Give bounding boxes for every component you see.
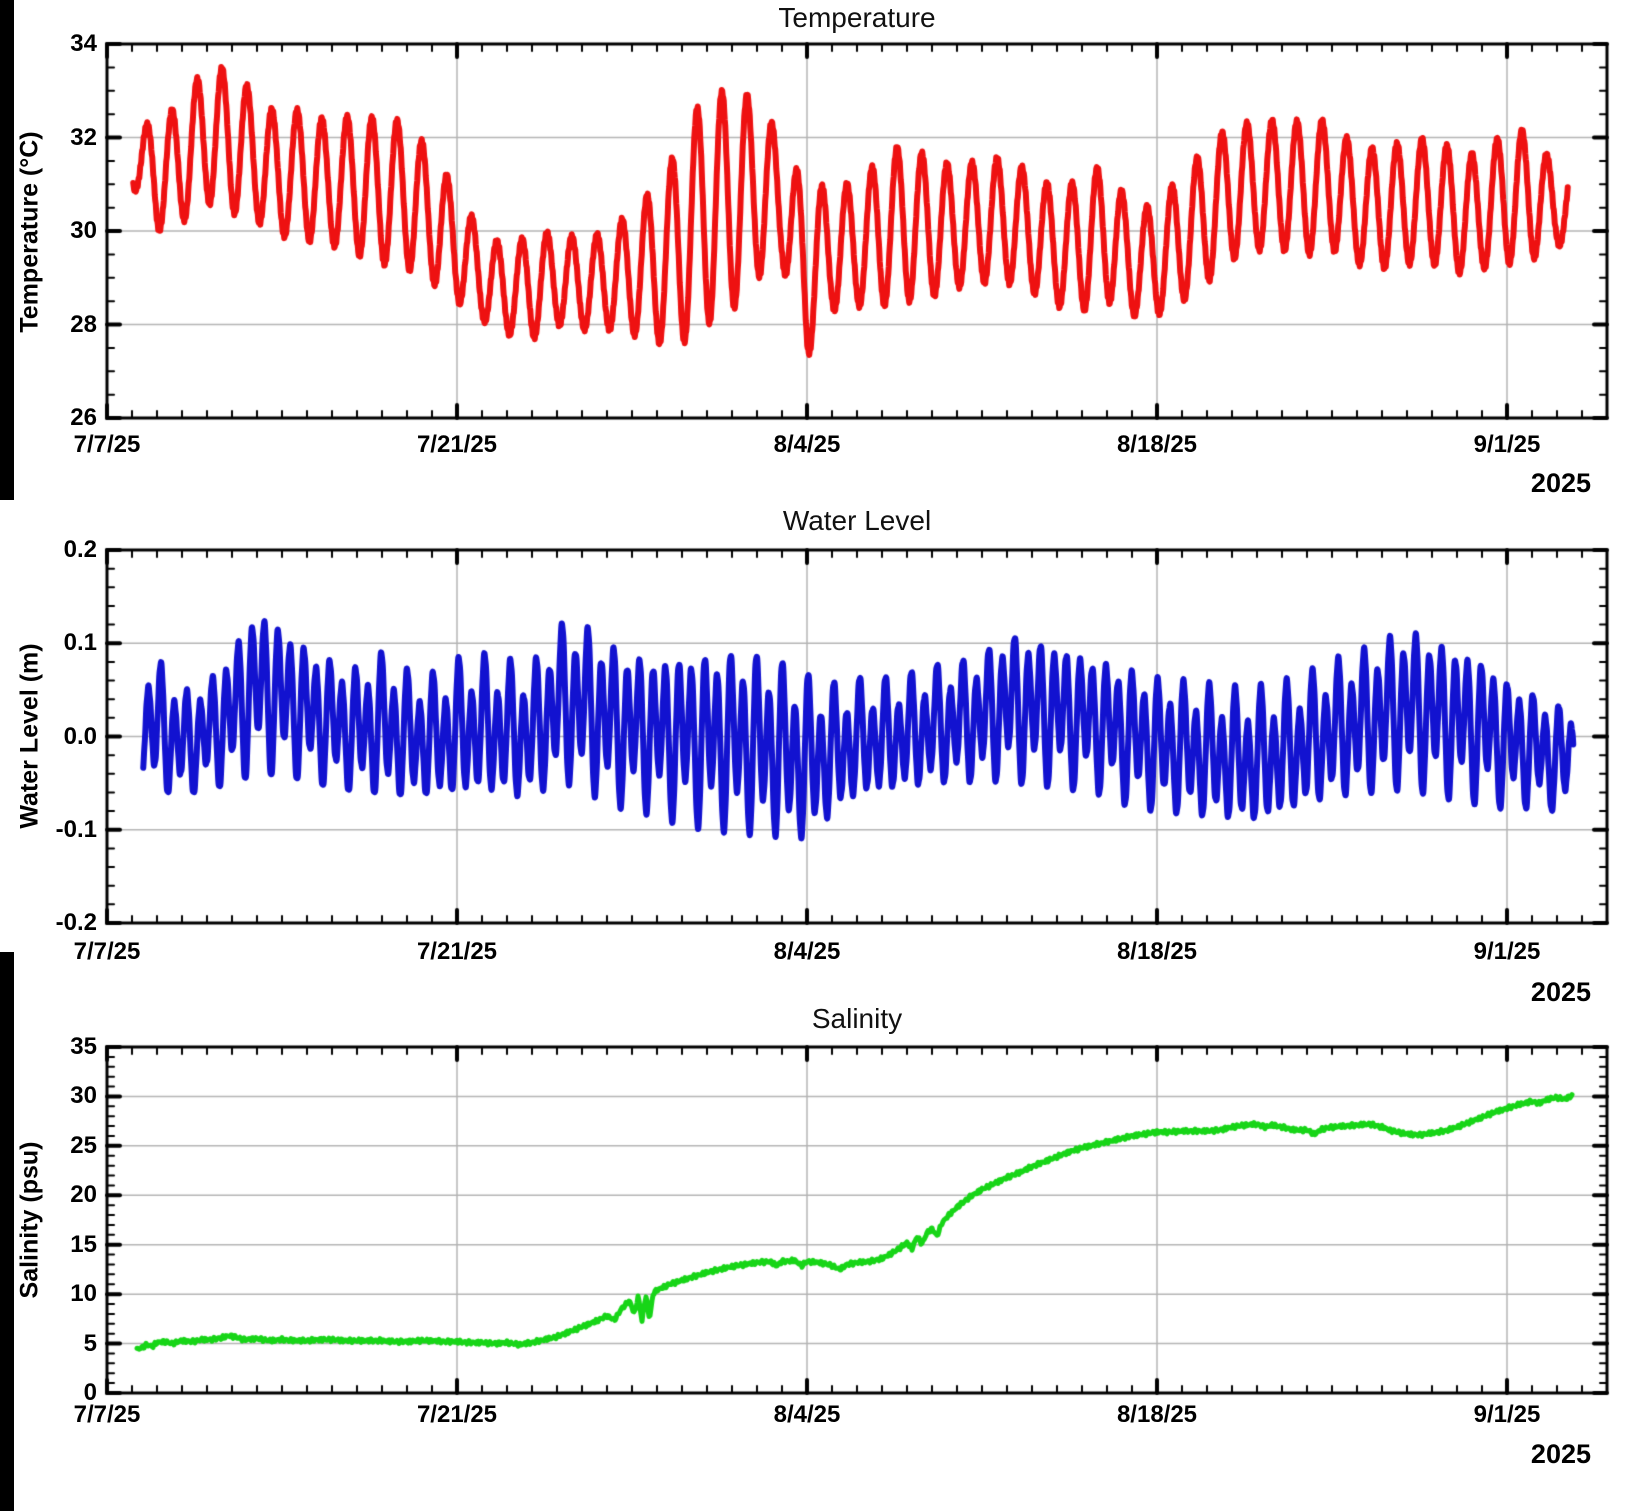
salinity-y-tick-label: 35 <box>70 1033 97 1060</box>
salinity-y-tick-label: 30 <box>70 1082 97 1110</box>
salinity-chart-title: Salinity <box>811 1003 903 1034</box>
water-level-x-tick-label: 8/4/25 <box>773 938 841 965</box>
water-level-y-tick-label: -0.1 <box>55 815 97 843</box>
salinity-x-tick-label: 8/4/25 <box>773 1401 841 1428</box>
screen-edge-artifact-top <box>0 0 14 500</box>
water-level-year-label: 2025 <box>1530 977 1591 1007</box>
temperature-y-tick-label: 34 <box>70 30 97 57</box>
screen-edge-artifact-bottom <box>0 952 14 1511</box>
temperature-y-tick-label: 32 <box>70 123 97 151</box>
water-level-x-tick-label: 9/1/25 <box>1473 938 1541 965</box>
water-level-x-tick-label: 7/7/25 <box>73 938 141 965</box>
temperature-x-tick-label: 9/1/25 <box>1473 431 1541 458</box>
salinity-y-tick-label: 25 <box>70 1131 97 1159</box>
temperature-year-label: 2025 <box>1530 468 1591 498</box>
water-level-y-tick-label: 0.0 <box>63 722 97 750</box>
salinity-x-tick-label: 7/21/25 <box>416 1401 498 1428</box>
salinity-year-label: 2025 <box>1530 1439 1591 1469</box>
salinity-x-tick-label: 8/18/25 <box>1116 1401 1198 1428</box>
salinity-x-tick-label: 9/1/25 <box>1473 1401 1541 1428</box>
salinity-y-tick-label: 0 <box>83 1379 97 1406</box>
water-level-chart-title: Water Level <box>782 505 932 536</box>
water-level-x-tick-label: 7/21/25 <box>416 938 498 965</box>
temperature-y-tick-label: 26 <box>70 404 97 431</box>
temperature-x-tick-label: 7/21/25 <box>416 431 498 458</box>
temperature-chart-title: Temperature <box>778 2 936 33</box>
temperature-x-tick-label: 7/7/25 <box>73 431 141 458</box>
salinity-y-axis-title: Salinity (psu) <box>15 1141 44 1299</box>
salinity-y-tick-label: 10 <box>70 1280 97 1308</box>
salinity-x-tick-label: 7/7/25 <box>73 1401 141 1428</box>
water-level-y-tick-label: 0.1 <box>63 629 97 657</box>
salinity-y-tick-label: 20 <box>70 1181 97 1209</box>
water-level-y-tick-label: -0.2 <box>55 909 97 936</box>
water-level-x-tick-label: 8/18/25 <box>1116 938 1198 965</box>
temperature-y-tick-label: 28 <box>70 310 97 338</box>
water-level-y-tick-label: 0.2 <box>63 536 97 563</box>
salinity-y-tick-label: 15 <box>70 1230 97 1258</box>
salinity-y-tick-label: 5 <box>83 1329 97 1357</box>
temperature-x-tick-label: 8/4/25 <box>773 431 841 458</box>
temperature-y-tick-label: 30 <box>70 217 97 244</box>
temperature-x-tick-label: 8/18/25 <box>1116 431 1198 458</box>
